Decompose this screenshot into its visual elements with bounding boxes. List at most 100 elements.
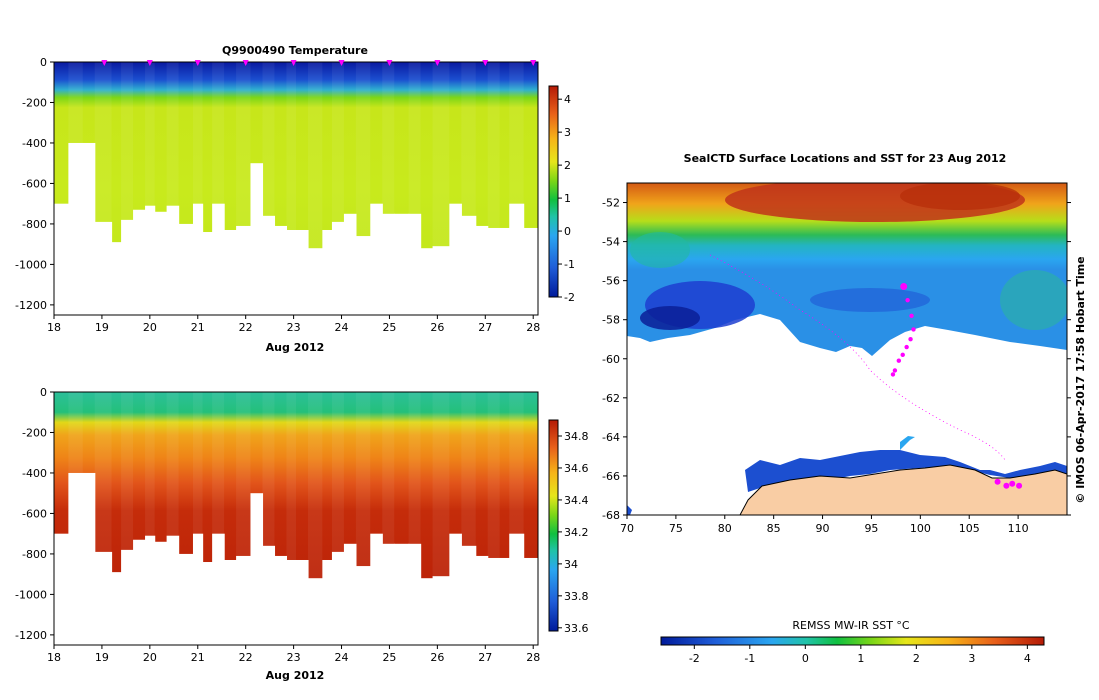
profile-marker xyxy=(434,60,441,66)
nodata-column xyxy=(432,246,450,315)
nodata-column xyxy=(68,472,84,645)
colorbar-tick-label: 2 xyxy=(564,159,571,172)
sst-colorbar-tick-label: -2 xyxy=(689,652,700,665)
colorbar-tick-label: 33.8 xyxy=(564,590,589,603)
colorbar-tick-label: 34.2 xyxy=(564,526,589,539)
track-point xyxy=(900,352,905,358)
sea-ice-edge xyxy=(745,450,1067,492)
profile-marker xyxy=(530,60,537,66)
nodata-column xyxy=(250,493,264,645)
x-tick-label: 26 xyxy=(430,321,444,334)
nodata-column xyxy=(499,557,510,645)
lon-tick-label: 70 xyxy=(620,522,634,535)
nodata-column xyxy=(82,142,96,315)
nodata-column xyxy=(475,225,489,315)
nodata-column xyxy=(54,203,69,315)
profile-column xyxy=(121,392,134,645)
profile-marker xyxy=(482,60,489,66)
temperature-x-label: Aug 2012 xyxy=(266,341,325,354)
colorbar-tick-label: 4 xyxy=(564,93,571,106)
track-point xyxy=(896,358,902,363)
profile-column xyxy=(286,62,296,315)
lat-tick-label: -64 xyxy=(602,431,620,444)
nodata-column xyxy=(487,227,501,315)
colorbar-tick-label: 0 xyxy=(564,225,571,238)
nodata-column xyxy=(274,225,288,315)
profile-column xyxy=(166,62,179,315)
profile-marker xyxy=(101,60,108,66)
profile-marker xyxy=(194,60,201,66)
temperature-colorbar-ticks: 4 3 2 1 0 -1 -2 xyxy=(558,93,575,304)
profile-column xyxy=(487,392,500,645)
nodata-column xyxy=(212,203,225,315)
coast-point xyxy=(1003,482,1010,489)
lat-tick-label: -58 xyxy=(602,314,620,327)
lon-tick-label: 90 xyxy=(816,522,830,535)
y-tick-label: -1200 xyxy=(15,629,47,642)
colorbar-tick-label: 34 xyxy=(564,558,578,571)
nodata-column xyxy=(331,551,345,645)
nodata-column xyxy=(331,221,345,315)
nodata-column xyxy=(94,551,113,645)
nodata-column xyxy=(192,203,204,315)
nodata-column xyxy=(192,533,204,645)
nodata-column xyxy=(509,203,525,315)
x-tick-label: 26 xyxy=(430,651,444,664)
temperature-colorbar xyxy=(548,85,559,298)
y-tick-label: -400 xyxy=(22,467,47,480)
map-longitude-axis: 70 75 80 85 90 95 100 105 110 xyxy=(620,515,1029,535)
nodata-column xyxy=(523,557,538,645)
nodata-column xyxy=(224,559,237,645)
nodata-column xyxy=(166,205,180,315)
y-tick-label: -600 xyxy=(22,177,47,190)
nodata-column xyxy=(145,535,156,645)
profile-column xyxy=(212,62,225,315)
nodata-column xyxy=(212,533,225,645)
x-tick-label: 19 xyxy=(95,321,109,334)
lat-tick-label: -66 xyxy=(602,470,620,483)
profile-column xyxy=(262,62,275,315)
nodata-column xyxy=(343,543,357,645)
sst-colorbar-tick-label: 4 xyxy=(1024,652,1031,665)
nodata-column xyxy=(382,213,395,315)
x-tick-label: 18 xyxy=(47,321,61,334)
nodata-column xyxy=(178,223,194,315)
nodata-column xyxy=(408,543,422,645)
lon-tick-label: 110 xyxy=(1008,522,1029,535)
nodata-column xyxy=(111,572,122,645)
x-tick-label: 21 xyxy=(191,651,205,664)
nodata-column xyxy=(296,229,309,315)
lon-tick-label: 75 xyxy=(669,522,683,535)
nodata-column xyxy=(262,215,276,315)
profile-marker xyxy=(386,60,393,66)
nodata-column xyxy=(370,203,383,315)
profile-column xyxy=(408,392,421,645)
salinity-x-label: Aug 2012 xyxy=(266,669,325,682)
nodata-column xyxy=(82,472,96,645)
x-tick-label: 18 xyxy=(47,651,61,664)
imos-credit: © IMOS 06-Apr-2017 17:58 Hobart Time xyxy=(1074,256,1087,503)
nodata-column xyxy=(449,203,462,315)
nodata-column xyxy=(461,545,477,645)
sst-colorbar-ticks: -2 -1 0 1 2 3 4 xyxy=(689,645,1031,665)
antarctica-land xyxy=(739,464,1067,515)
profile-column xyxy=(382,62,395,315)
sst-patch-east xyxy=(1000,270,1067,330)
nodata-column xyxy=(236,225,252,315)
profile-marker xyxy=(338,60,345,66)
x-tick-label: 19 xyxy=(95,651,109,664)
seal-track xyxy=(890,283,916,377)
lat-tick-label: -52 xyxy=(602,197,620,210)
colorbar-tick-label: 34.4 xyxy=(564,494,589,507)
x-tick-label: 20 xyxy=(143,651,157,664)
nodata-column xyxy=(449,533,462,645)
nodata-column xyxy=(432,576,450,645)
nodata-column xyxy=(111,242,122,315)
y-tick-label: -200 xyxy=(22,426,47,439)
sst-colorbar-tick-label: 0 xyxy=(802,652,809,665)
nodata-column xyxy=(286,559,297,645)
nodata-column xyxy=(274,555,288,645)
coast-point xyxy=(994,478,1001,485)
sst-patch-west xyxy=(630,232,690,268)
nodata-column xyxy=(461,215,477,315)
